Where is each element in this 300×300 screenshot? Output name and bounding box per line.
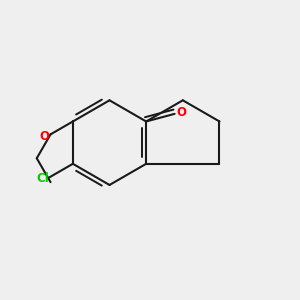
Text: O: O [40, 130, 50, 143]
Text: Cl: Cl [36, 172, 49, 185]
Text: O: O [176, 106, 186, 119]
